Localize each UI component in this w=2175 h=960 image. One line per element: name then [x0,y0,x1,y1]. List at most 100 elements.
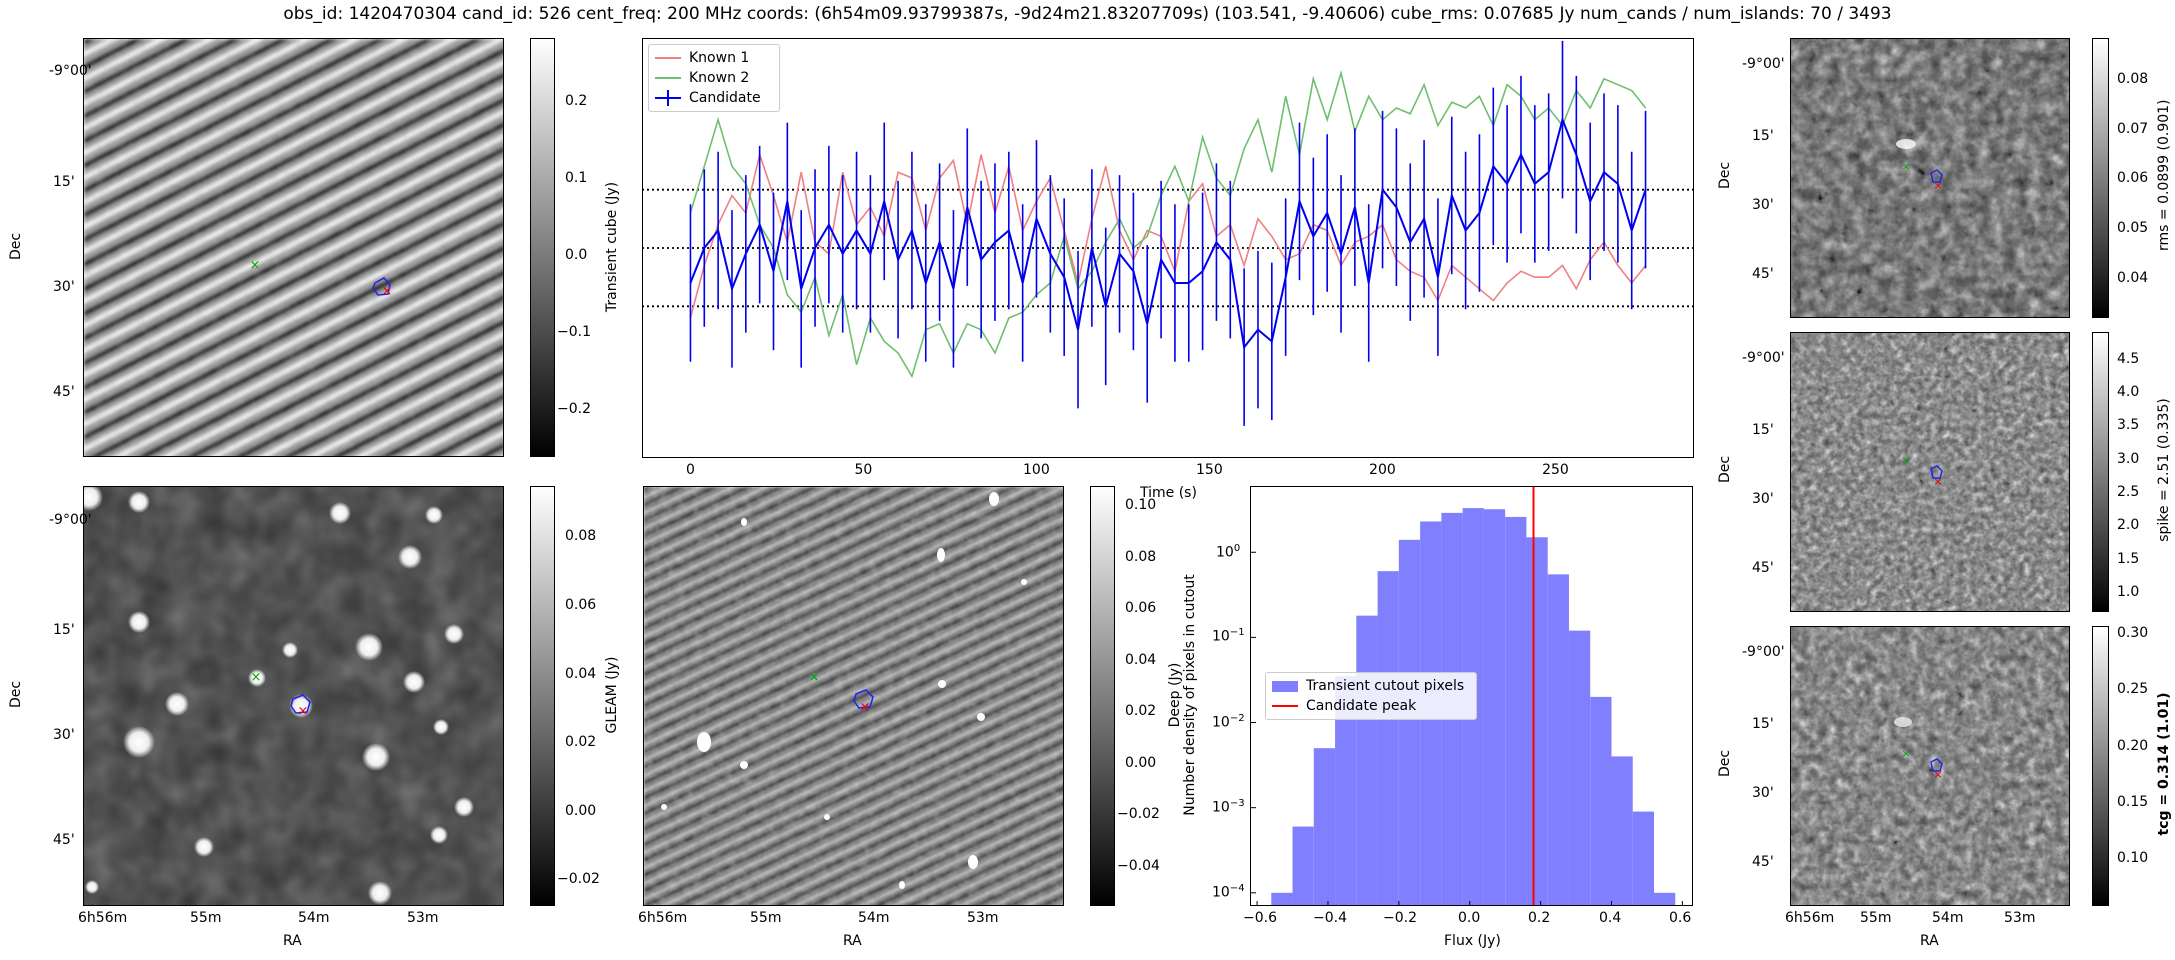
colorbar-tick: 3.0 [2117,451,2140,467]
dec-tick: 30' [1752,197,1774,213]
svg-text:×: × [1901,747,1910,760]
series-line-known-2 [689,69,1647,379]
hist-ytick: 10−1 [1212,627,1245,645]
histogram-bar [1483,509,1506,906]
hist-xtick: 0.4 [1599,910,1622,926]
histogram-bar [1398,539,1421,906]
colorbar-tick: 0.10 [2117,850,2149,866]
svg-text:×: × [1901,454,1910,467]
ra-tick: 55m [750,910,782,926]
ra-tick: 54m [1932,910,1964,926]
colorbar-tick: 0.06 [2117,170,2149,186]
gleam-colorbar-label: GLEAM (Jy) [604,656,620,734]
lightcurve-xlabel: Time (s) [1140,485,1197,501]
colorbar-tick: 0.04 [565,666,597,682]
dec-axis-label: Dec [1717,455,1733,483]
hist-xtick: −0.2 [1383,910,1417,926]
histogram-bar [1271,892,1293,906]
lightcurve-xtick-label: 0 [685,462,695,478]
dec-tick: 15' [1752,128,1774,144]
dec-axis-label: Dec [1717,161,1733,189]
dec-tick: -9°00' [1742,56,1785,72]
histogram-chart [1250,486,1693,906]
legend-swatch-known1 [655,57,681,59]
colorbar-tick: 4.0 [2117,384,2140,400]
ra-tick: 54m [858,910,890,926]
hist-xtick: −0.4 [1313,910,1347,926]
svg-text:×: × [1933,475,1942,488]
dec-tick: 30' [1752,785,1774,801]
legend-swatch-known2 [655,77,681,79]
histogram-bar [1547,574,1569,906]
deep-image: × × [643,486,1064,906]
colorbar-tick: 0.25 [2117,681,2149,697]
spike-image: × × [1790,332,2070,612]
svg-text:×: × [1933,768,1942,781]
histogram-legend: Transient cutout pixels Candidate peak [1265,672,1477,720]
hist-ytick: 10−2 [1212,713,1245,731]
svg-text:×: × [1933,179,1942,192]
histogram-bar [1356,615,1378,906]
svg-text:×: × [251,670,262,685]
colorbar-tick: 0.1 [565,170,588,186]
legend-label: Known 2 [689,70,750,86]
legend-label: Candidate [689,90,761,106]
colorbar-tick: 0.02 [565,734,597,750]
tcg-colorbar [2092,626,2109,906]
hist-xtick: 0.6 [1669,910,1692,926]
rms-image: × × [1790,38,2070,318]
histogram-bar [1526,537,1548,906]
dec-tick: 45' [53,832,75,848]
dec-tick: -9°00' [1742,350,1785,366]
dec-tick: -9°00' [49,63,92,79]
svg-text:×: × [860,700,871,715]
colorbar-tick: 0.08 [1125,549,1157,565]
ra-tick: 6h56m [638,910,688,926]
lightcurve-xtick-label: 50 [854,462,873,478]
colorbar-tick: 0.0 [565,247,588,263]
colorbar-tick: 0.06 [1125,600,1157,616]
figure-title: obs_id: 1420470304 cand_id: 526 cent_fre… [283,4,1892,24]
deep-colorbar-label: Deep (Jy) [1167,662,1183,728]
dec-tick: -9°00' [49,512,92,528]
histogram-bar [1377,571,1399,906]
series-line-known-1 [689,151,1647,319]
dec-tick: 30' [53,279,75,295]
hist-ytick: 10−4 [1212,883,1245,901]
transient-colorbar [530,38,555,457]
histogram-bar [1611,756,1633,906]
colorbar-tick: 0.04 [2117,270,2149,286]
dec-axis-label: Dec [8,232,24,260]
colorbar-tick: 0.15 [2117,794,2149,810]
lightcurve-chart [642,38,1694,458]
ra-tick: 53m [407,910,439,926]
histogram-bar [1335,676,1357,906]
colorbar-tick: −0.04 [1117,858,1160,874]
histogram-bar [1590,696,1612,906]
series-line-candidate [689,116,1647,350]
histogram-bar [1313,748,1336,906]
colorbar-tick: −0.1 [557,324,591,340]
legend-swatch-peak [1272,705,1298,707]
dec-tick: 45' [1752,266,1774,282]
legend-swatch-pixels [1272,680,1298,692]
colorbar-tick: 0.05 [2117,220,2149,236]
histogram-bar [1632,811,1655,906]
gleam-image: × × [83,486,504,906]
dec-tick: 15' [53,174,75,190]
colorbar-tick: 2.5 [2117,484,2140,500]
lightcurve-xtick-label: 150 [1196,462,1223,478]
deep-sources [661,492,1027,889]
legend-label: Candidate peak [1306,698,1417,714]
tcg-colorbar-label: tcg = 0.314 (1.01) [2156,692,2172,836]
hist-ylabel: Number density of pixels in cutout [1182,574,1198,816]
colorbar-tick: 0.00 [565,803,597,819]
ra-axis-label: RA [843,933,862,949]
hist-xtick: −0.6 [1243,910,1277,926]
colorbar-tick: 0.08 [2117,71,2149,87]
histogram-bar [1654,892,1676,906]
candidate-marker: × [382,284,393,299]
ra-tick: 55m [1860,910,1892,926]
colorbar-tick: 0.00 [1125,755,1157,771]
colorbar-tick: 1.5 [2117,551,2140,567]
